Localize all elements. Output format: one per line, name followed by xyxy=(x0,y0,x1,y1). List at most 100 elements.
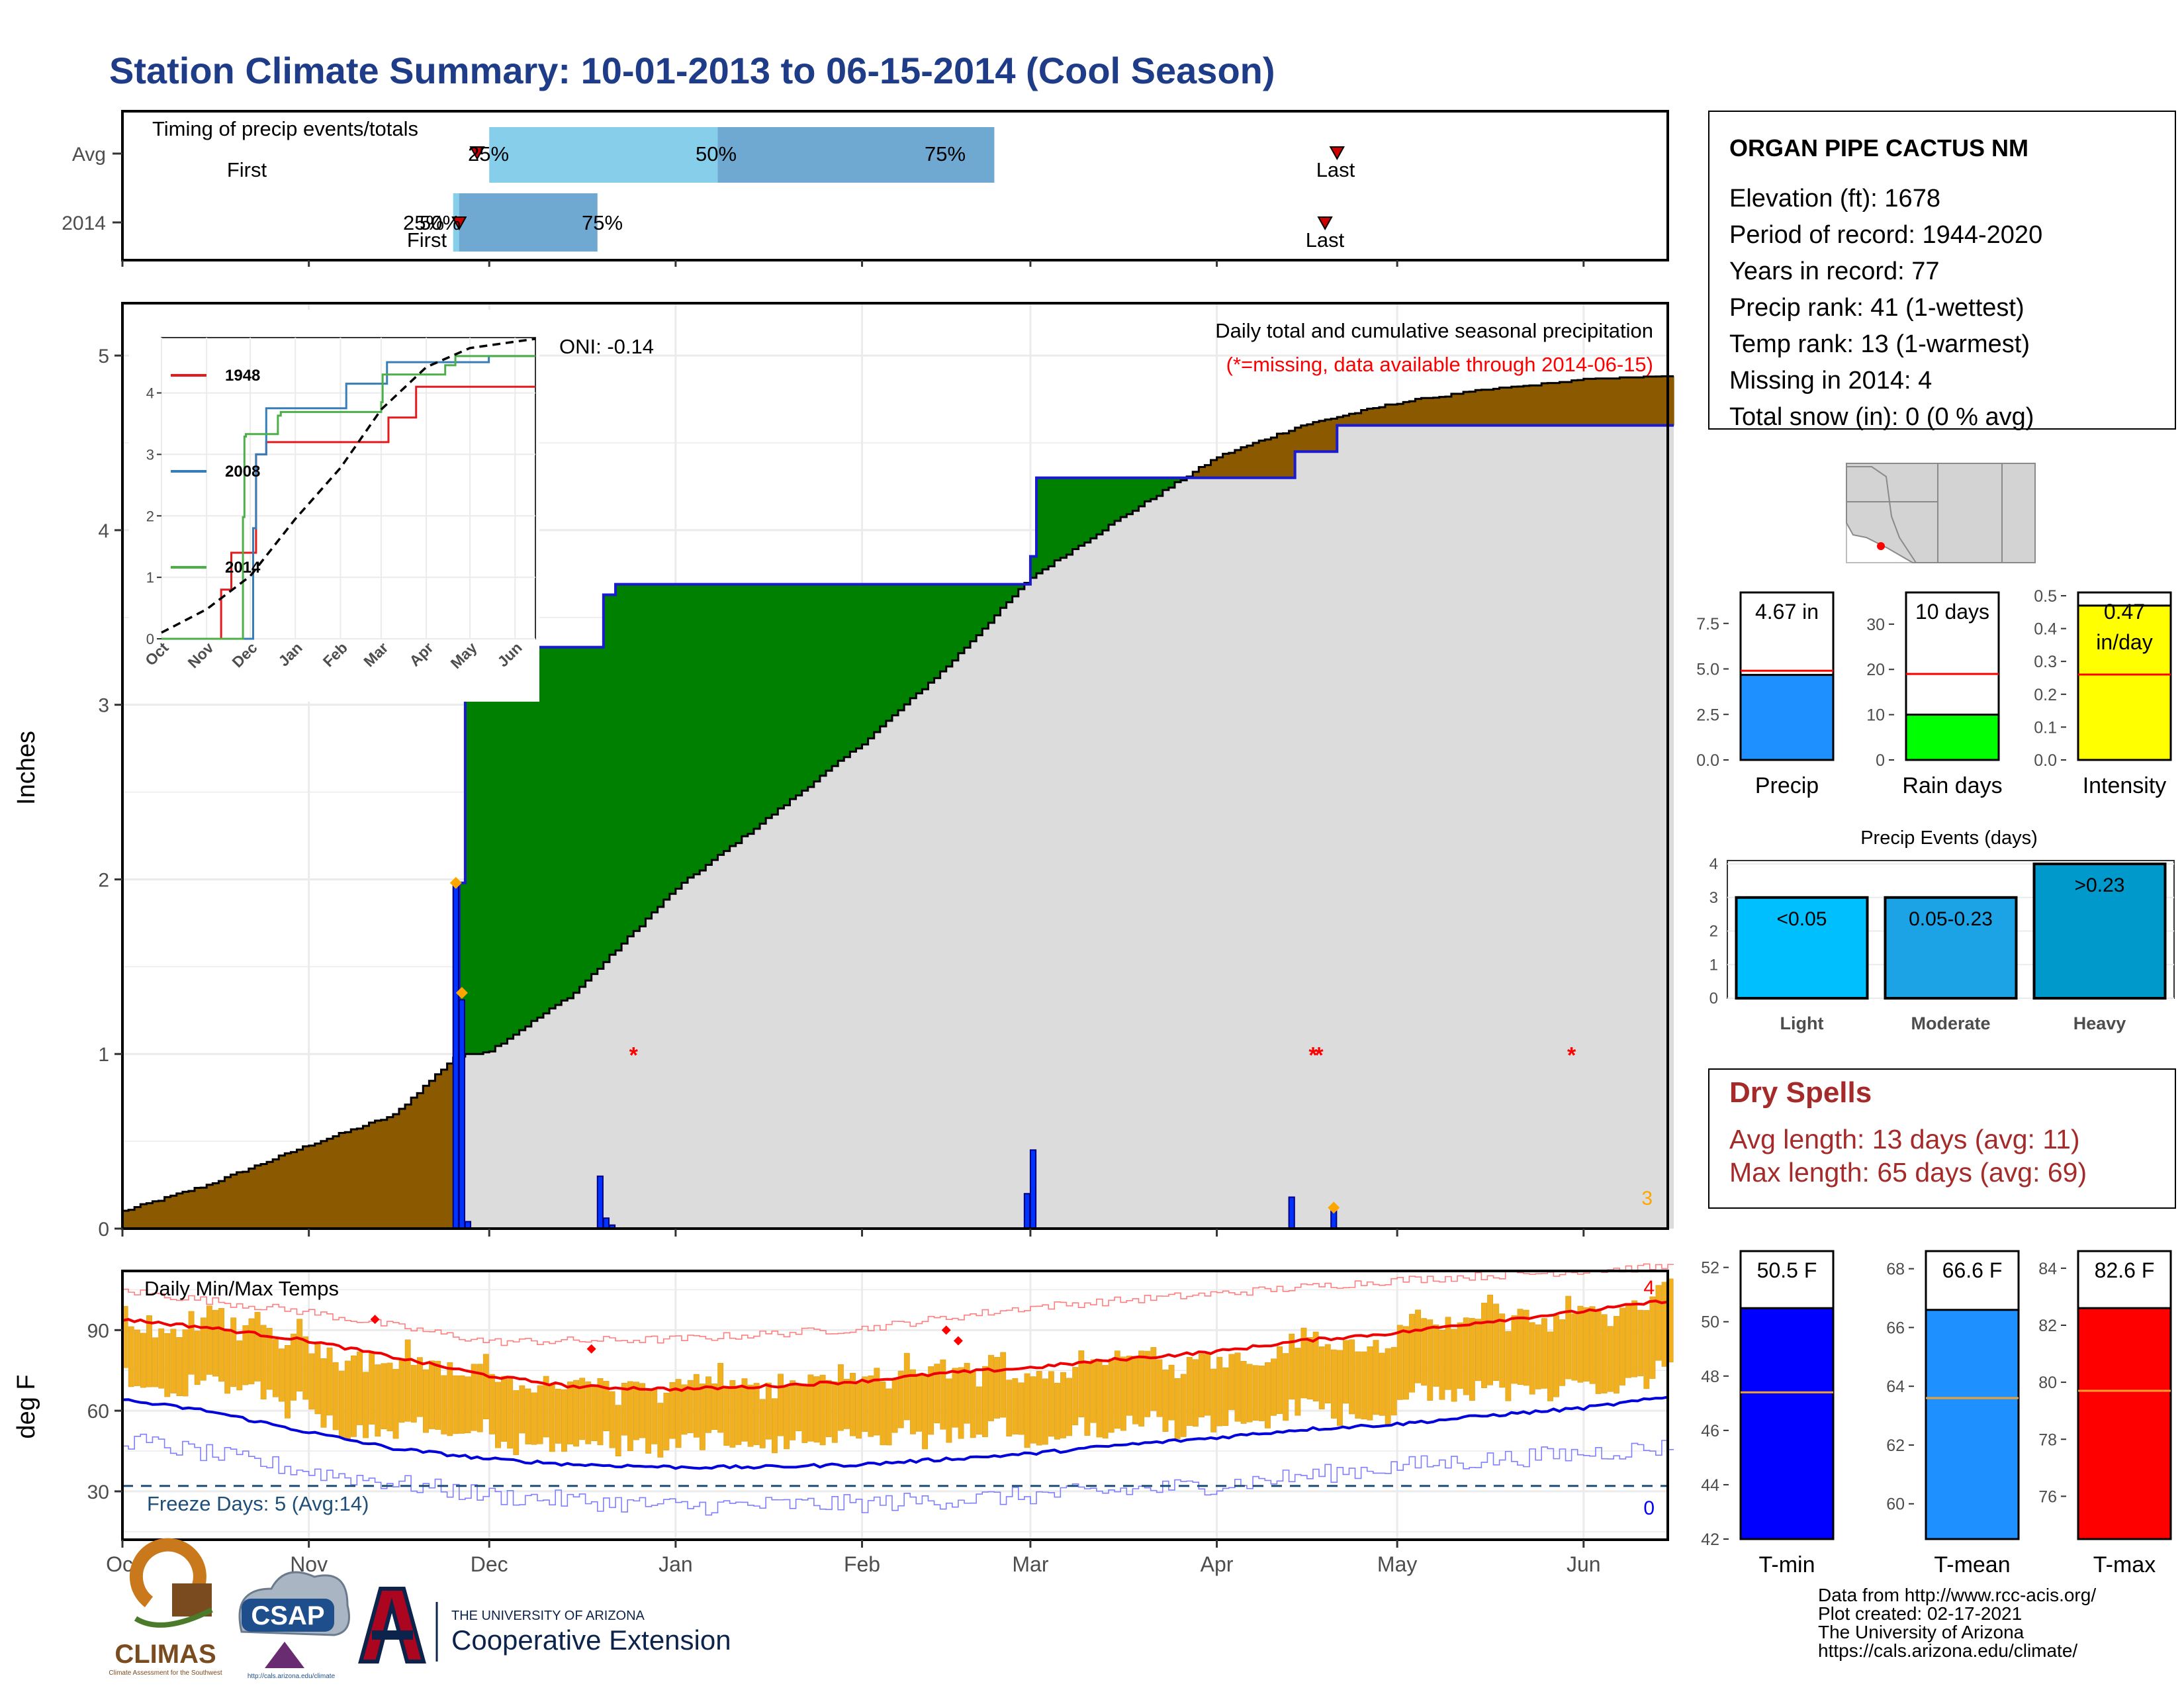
precip-title: Daily total and cumulative seasonal prec… xyxy=(1215,319,1653,342)
daily-precip-bar xyxy=(1288,1196,1295,1229)
station-line-snow: Total snow (in): 0 (0 % avg) xyxy=(1729,403,2034,431)
precip-summary-rain-days-bar xyxy=(1905,714,2000,761)
temp-summary-t-max-category-label: T-max xyxy=(2093,1552,2156,1577)
events-category-moderate: Moderate xyxy=(1911,1013,1990,1033)
cooperative-extension-text: Cooperative Extension xyxy=(451,1624,731,1656)
temp-summary-t-min-bar xyxy=(1739,1307,1835,1540)
daily-temp-range-bars xyxy=(122,1278,1674,1458)
temp-summary-t-max-y-tick-label: 84 xyxy=(2038,1260,2057,1278)
precip-y-axis: 0 1 2 3 4 5 xyxy=(98,346,122,1241)
page-title: Station Climate Summary: 10-01-2013 to 0… xyxy=(109,50,1275,91)
temp-y-label: deg F xyxy=(13,1374,40,1438)
temp-summary-t-min-y-tick-label: 50 xyxy=(1701,1313,1719,1332)
temp-summary-t-mean-value-label: 66.6 F xyxy=(1942,1258,2003,1282)
temp-summary-t-min-value-label: 50.5 F xyxy=(1757,1258,1817,1282)
timing-panel: Timing of precip events/totals Avg 2014 … xyxy=(62,110,1669,267)
station-line-elevation: Elevation (ft): 1678 xyxy=(1729,185,1940,212)
precip-summary-intensity-y-tick-label: 0.0 xyxy=(2034,751,2057,770)
footer-line-url: https://cals.arizona.edu/climate/ xyxy=(1818,1640,2077,1661)
events-value-label-moderate: 0.05-0.23 xyxy=(1909,908,1993,930)
footer-line-data: Data from http://www.rcc-acis.org/ xyxy=(1818,1585,2096,1605)
station-location-marker xyxy=(1877,542,1885,550)
temp-y-axis: 30 60 90 xyxy=(87,1320,122,1503)
temp-summary-t-min-category-label: T-min xyxy=(1759,1552,1815,1577)
freeze-days-label: Freeze Days: 5 (Avg:14) xyxy=(147,1492,369,1515)
temp-summary-t-mean-y-tick-label: 62 xyxy=(1886,1436,1905,1455)
timing-avg-first: First xyxy=(227,158,267,181)
avg-tmin-line xyxy=(122,1395,1668,1470)
events-bars: 0 1 2 3 4 <0.05 Light 0.05-0.23 Moderate >0.23 Hea… xyxy=(1709,855,2175,1033)
climas-logo-tagline: Climate Assessment for the Southwest xyxy=(109,1669,222,1677)
temp-summary-t-min-y-tick-label: 42 xyxy=(1701,1530,1719,1549)
timing-avg-p25: 25% xyxy=(468,142,509,165)
climas-logo: CLIMAS Climate Assessment for the Southw… xyxy=(109,1538,222,1677)
daily-max-marker xyxy=(455,986,468,999)
timing-row-avg: Avg xyxy=(72,144,106,165)
daily-precip-bar xyxy=(458,999,465,1229)
temp-summary-t-mean-category-label: T-mean xyxy=(1934,1552,2010,1577)
precip-summary-precip: 0.0 2.5 5.0 7.5 4.67 in Precip xyxy=(1696,591,1835,798)
temp-y-tick-label: 30 xyxy=(87,1481,109,1503)
daily-temp-bars xyxy=(122,1278,1674,1458)
inset-y-tick-label: 0 xyxy=(146,631,154,647)
events-bar-light xyxy=(1735,896,1869,1000)
precip-summary-intensity-bar xyxy=(2077,604,2172,761)
dry-spells-avg: Avg length: 13 days (avg: 11) xyxy=(1729,1124,2080,1154)
precip-x-ticks xyxy=(121,1229,1585,1237)
temp-summary-t-min-y-tick-label: 46 xyxy=(1701,1422,1719,1440)
inset-y-tick-label: 1 xyxy=(146,569,154,586)
precip-summary-rain-days-value-label: 10 days xyxy=(1915,600,1989,624)
temp-lines xyxy=(122,1263,1674,1516)
temp-summary-t-min-y-tick-label: 44 xyxy=(1701,1476,1719,1495)
precip-corner-count: 3 xyxy=(1641,1188,1653,1209)
precip-y-tick-label: 2 xyxy=(98,869,109,891)
temp-count-top: 4 xyxy=(1643,1277,1655,1299)
events-category-heavy: Heavy xyxy=(2073,1013,2126,1033)
temp-summary-t-max-y-tick-label: 82 xyxy=(2038,1317,2057,1335)
timing-2014-last-marker xyxy=(1317,216,1333,231)
daily-precip-bar xyxy=(1330,1210,1338,1230)
events-y-tick-label: 0 xyxy=(1709,990,1718,1008)
record-high-marker xyxy=(370,1315,380,1325)
dry-spells-max: Max length: 65 days (avg: 69) xyxy=(1729,1157,2087,1188)
precip-summary-precip-y-tick-label: 7.5 xyxy=(1696,615,1719,633)
missing-data-marker: * xyxy=(1308,1043,1318,1068)
inset-y-tick-label: 2 xyxy=(146,508,154,524)
inset-legend-label-2008: 2008 xyxy=(225,463,260,481)
month-label-apr: Apr xyxy=(1201,1552,1234,1576)
temp-summary-t-mean: 60 62 64 66 68 66.6 F T-mean xyxy=(1886,1250,2020,1577)
precip-summary-intensity-y-tick-label: 0.4 xyxy=(2034,620,2057,639)
university-of-arizona-logo: THE UNIVERSITY OF ARIZONA Cooperative Ex… xyxy=(358,1587,731,1664)
precip-summary-intensity-y-tick-label: 0.3 xyxy=(2034,653,2057,671)
temp-summary-t-mean-y-tick-label: 66 xyxy=(1886,1319,1905,1337)
month-label-feb: Feb xyxy=(844,1552,880,1576)
inset-line-avg xyxy=(161,338,536,634)
timing-2014-last: Last xyxy=(1306,228,1345,252)
temp-summary-t-max-bar xyxy=(2077,1307,2172,1540)
temp-summary-t-max-y-tick-label: 78 xyxy=(2038,1430,2057,1449)
timing-2014-first: First xyxy=(407,228,447,252)
precip-y-tick-label: 3 xyxy=(98,695,109,717)
precip-events-chart: Precip Events (days) 0 1 2 3 4 <0.05 Light 0.05… xyxy=(1709,827,2175,1033)
timing-avg-last-marker xyxy=(1329,146,1345,161)
csap-logo-text: CSAP xyxy=(251,1601,324,1630)
temp-summary-t-max: 76 78 80 82 84 82.6 F T-max xyxy=(2038,1250,2172,1577)
inset-legend: 1948 2008 2014 xyxy=(171,367,261,577)
timing-label: Timing of precip events/totals xyxy=(152,117,418,140)
temp-summary-t-mean-bar xyxy=(1925,1309,2020,1540)
inset-y-tick-label: 4 xyxy=(146,385,154,402)
temp-summary-t-min: 42 44 46 48 50 52 50.5 F T-min xyxy=(1701,1250,1835,1577)
dry-spells-title: Dry Spells xyxy=(1729,1076,1872,1109)
precip-y-tick-label: 1 xyxy=(98,1044,109,1066)
events-bar-heavy xyxy=(2032,863,2167,1000)
station-name: ORGAN PIPE CACTUS NM xyxy=(1729,134,2028,162)
month-label-jun: Jun xyxy=(1567,1552,1601,1576)
inset-legend-label-2014: 2014 xyxy=(225,559,261,577)
precip-summary-rain-days-y-tick-label: 10 xyxy=(1866,706,1885,725)
temp-count-bottom: 0 xyxy=(1643,1497,1655,1519)
precip-summary-rain-days-y-tick-label: 20 xyxy=(1866,661,1885,679)
events-y-tick-label: 4 xyxy=(1709,855,1718,873)
events-value-label-light: <0.05 xyxy=(1777,908,1827,930)
